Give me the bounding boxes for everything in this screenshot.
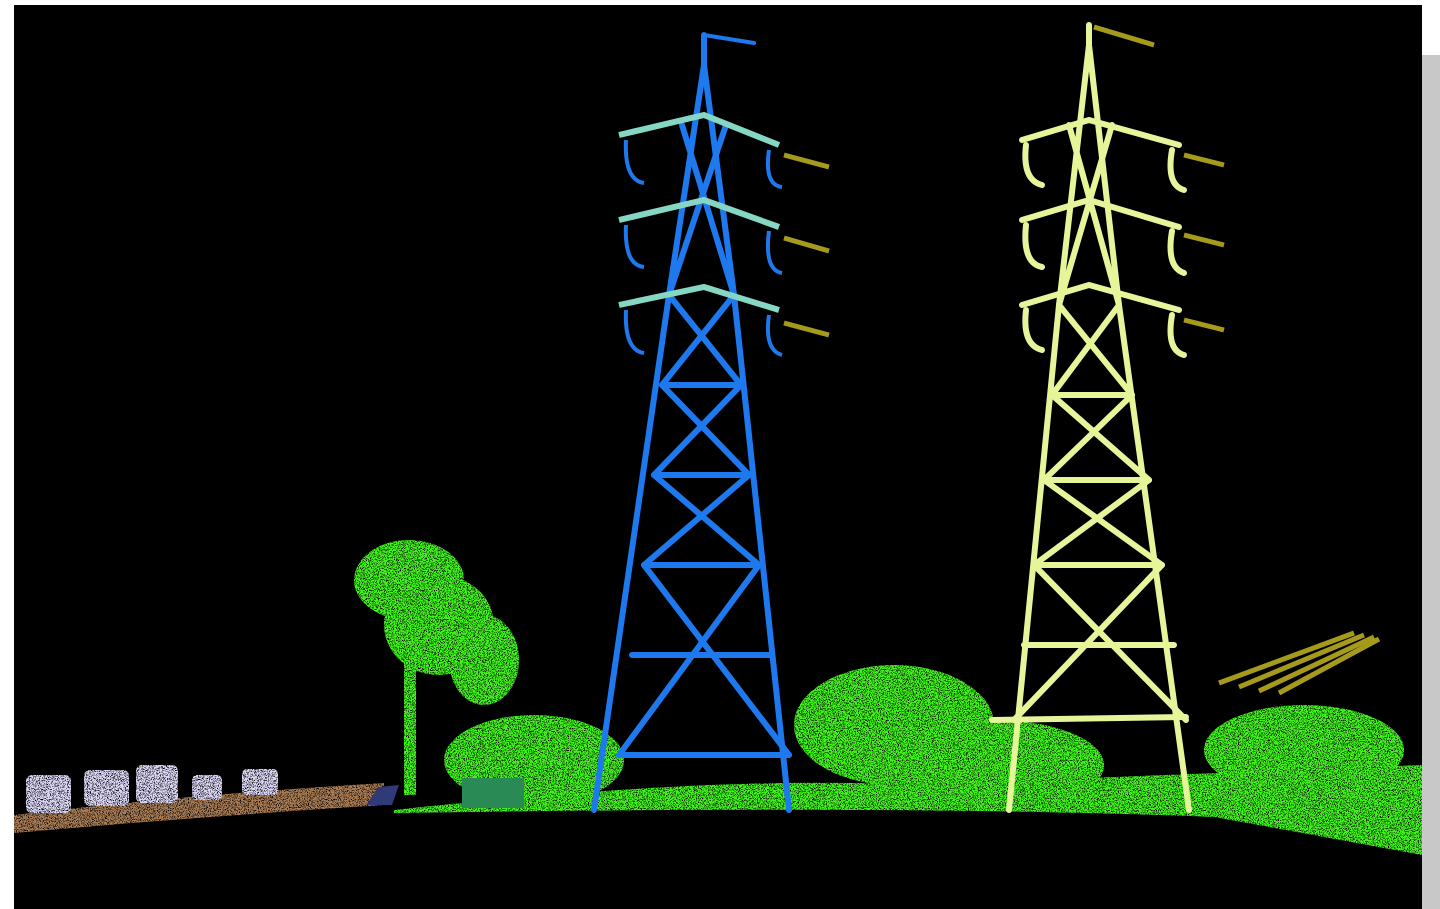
tower-a-conductors: [783, 152, 830, 338]
tower-b-conductors: [1093, 24, 1381, 696]
vehicles: [26, 765, 278, 813]
point-cloud-canvas: [14, 22, 1422, 855]
tower-a-insulators: [623, 139, 783, 357]
point-cloud-viewport[interactable]: [14, 5, 1422, 909]
structure-shed: [462, 778, 524, 808]
frame-shadow: [1422, 55, 1440, 909]
ground-surface: [14, 783, 384, 833]
water-patch: [366, 785, 399, 805]
tower-a: [591, 32, 792, 813]
tower-b: [989, 22, 1192, 813]
tower-a-crossarms: [618, 111, 781, 313]
